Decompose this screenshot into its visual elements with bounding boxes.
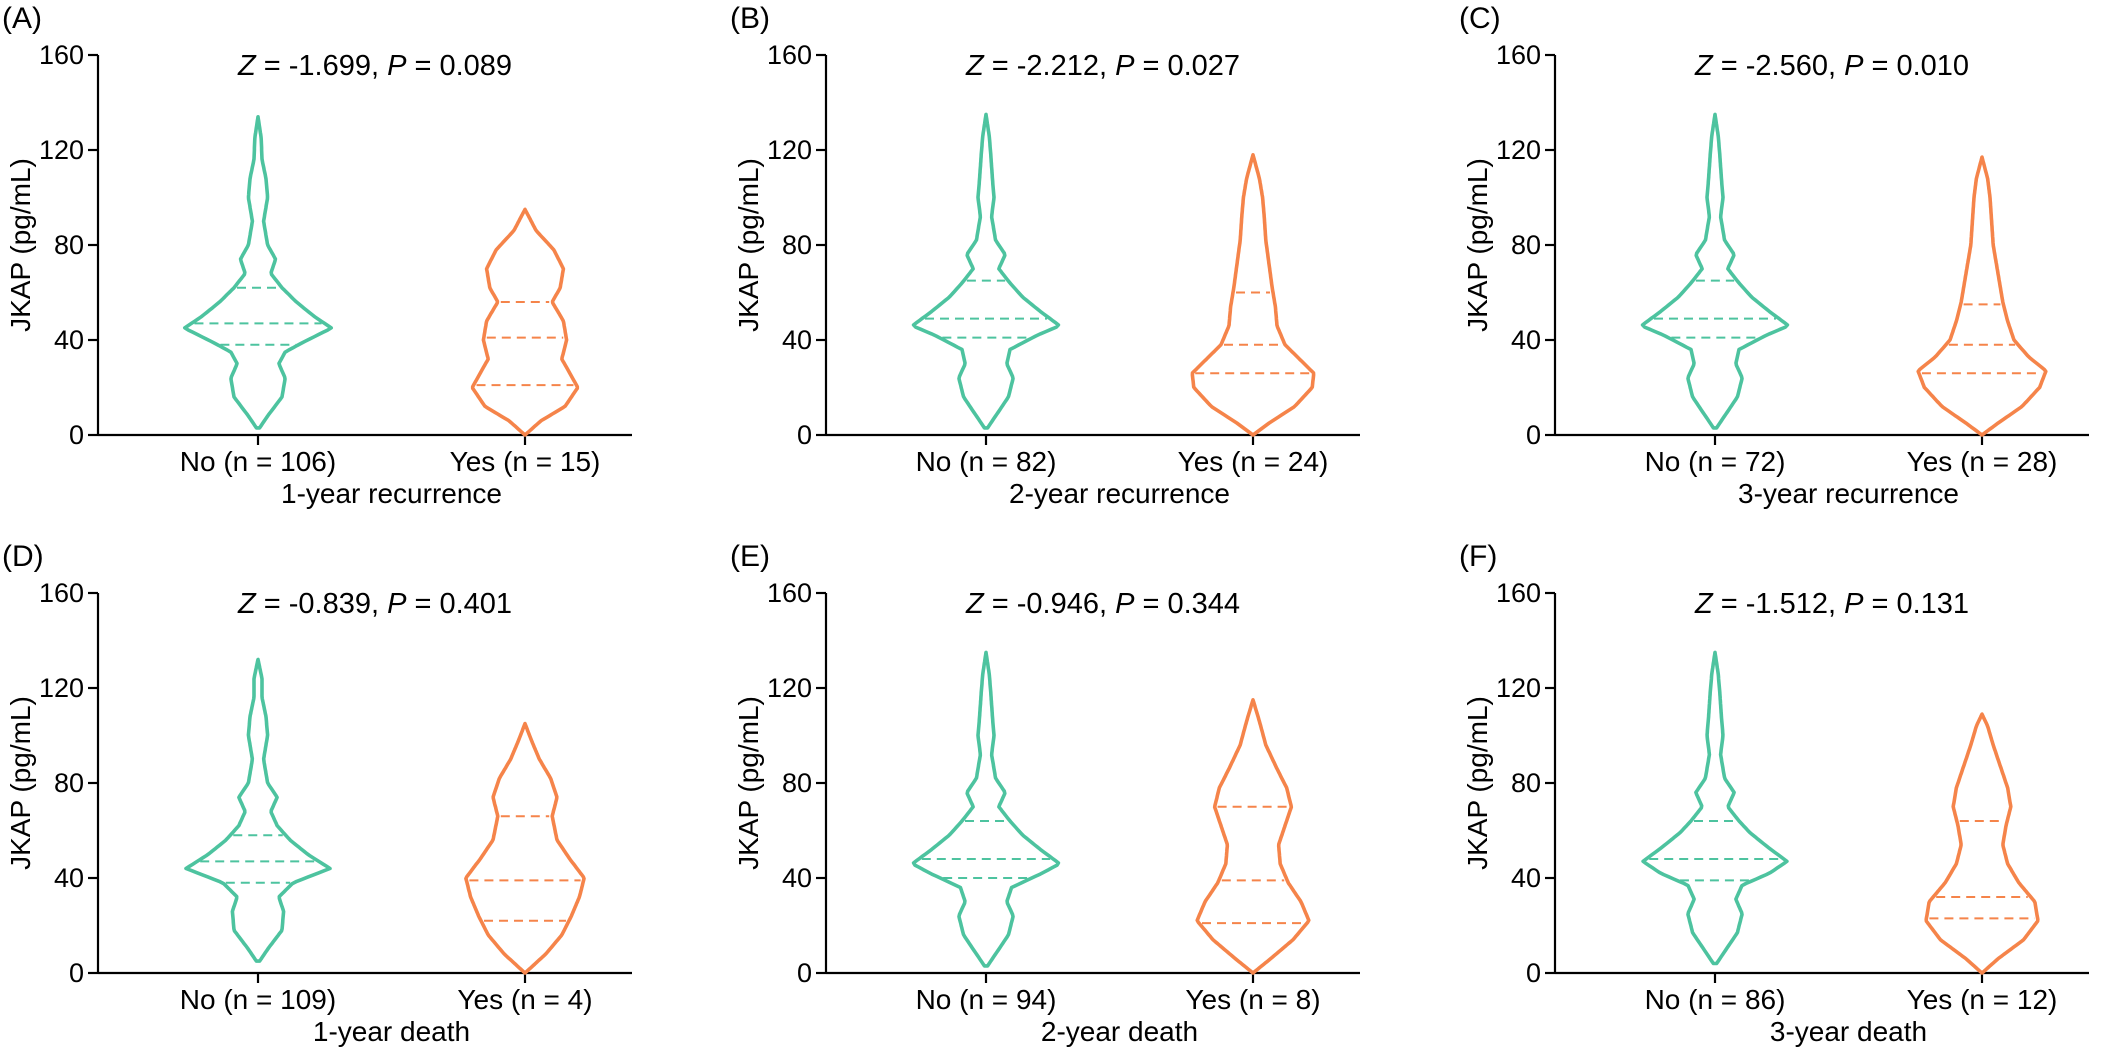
violin-no bbox=[183, 115, 333, 430]
y-tick-label: 160 bbox=[767, 578, 812, 608]
y-axis-label: JKAP (pg/mL) bbox=[5, 696, 36, 870]
violin-yes bbox=[1190, 153, 1316, 437]
x-category-label: Yes (n = 12) bbox=[1907, 984, 2058, 1015]
x-category-label: No (n = 106) bbox=[180, 446, 336, 477]
y-tick-label: 80 bbox=[54, 230, 84, 260]
x-axis-label: 1-year death bbox=[313, 1016, 470, 1047]
y-tick-label: 80 bbox=[1511, 768, 1541, 798]
y-tick-label: 40 bbox=[54, 863, 84, 893]
y-tick-label: 160 bbox=[767, 40, 812, 70]
x-axis-label: 1-year recurrence bbox=[281, 478, 502, 509]
chart-panel: (D) Z = -0.839, P = 0.401 0 40 80 120 160 JKAP … bbox=[2, 540, 632, 1047]
x-category-label: No (n = 94) bbox=[916, 984, 1057, 1015]
x-axis-label: 3-year death bbox=[1770, 1016, 1927, 1047]
y-tick-label: 80 bbox=[54, 768, 84, 798]
panel-label: (C) bbox=[1459, 2, 1501, 35]
y-axis-label: JKAP (pg/mL) bbox=[1462, 696, 1493, 870]
x-category-label: Yes (n = 4) bbox=[457, 984, 592, 1015]
y-tick-label: 80 bbox=[1511, 230, 1541, 260]
y-tick-label: 0 bbox=[69, 958, 84, 988]
violin-no bbox=[911, 112, 1061, 430]
y-tick-label: 160 bbox=[1496, 578, 1541, 608]
y-tick-label: 80 bbox=[782, 230, 812, 260]
y-tick-label: 40 bbox=[1511, 325, 1541, 355]
x-category-label: Yes (n = 24) bbox=[1178, 446, 1329, 477]
violin-yes bbox=[1195, 698, 1311, 975]
chart-panel: (B) Z = -2.212, P = 0.027 0 40 80 120 160 JKAP … bbox=[730, 2, 1360, 509]
violin-yes bbox=[1916, 155, 2048, 437]
violin-yes bbox=[464, 721, 586, 975]
y-axis-label: JKAP (pg/mL) bbox=[733, 696, 764, 870]
y-tick-label: 120 bbox=[1496, 673, 1541, 703]
violin-no bbox=[911, 650, 1061, 968]
y-tick-label: 0 bbox=[797, 958, 812, 988]
x-category-label: Yes (n = 28) bbox=[1907, 446, 2058, 477]
y-tick-label: 40 bbox=[782, 863, 812, 893]
violin-no bbox=[184, 657, 332, 963]
stat-annotation: Z = -0.839, P = 0.401 bbox=[237, 588, 512, 620]
x-axis-label: 3-year recurrence bbox=[1738, 478, 1959, 509]
stat-annotation: Z = -1.699, P = 0.089 bbox=[237, 50, 512, 82]
y-tick-label: 0 bbox=[1526, 958, 1541, 988]
y-tick-label: 120 bbox=[1496, 135, 1541, 165]
panel-label: (D) bbox=[2, 540, 44, 573]
x-category-label: Yes (n = 8) bbox=[1185, 984, 1320, 1015]
panel-label: (A) bbox=[2, 2, 42, 35]
x-category-label: No (n = 109) bbox=[180, 984, 336, 1015]
y-axis-label: JKAP (pg/mL) bbox=[1462, 158, 1493, 332]
x-category-label: No (n = 72) bbox=[1645, 446, 1786, 477]
stat-annotation: Z = -2.212, P = 0.027 bbox=[965, 50, 1240, 82]
panel-label: (B) bbox=[730, 2, 770, 35]
y-tick-label: 40 bbox=[54, 325, 84, 355]
y-tick-label: 0 bbox=[797, 420, 812, 450]
y-tick-label: 120 bbox=[767, 673, 812, 703]
chart-panel: (A) Z = -1.699, P = 0.089 0 40 80 120 160 JKAP … bbox=[2, 2, 632, 509]
y-tick-label: 160 bbox=[39, 40, 84, 70]
panel-label: (E) bbox=[730, 540, 770, 573]
chart-panel: (E) Z = -0.946, P = 0.344 0 40 80 120 160 JKAP … bbox=[730, 540, 1360, 1047]
stat-annotation: Z = -2.560, P = 0.010 bbox=[1694, 50, 1969, 82]
violin-no bbox=[1641, 650, 1789, 966]
stat-annotation: Z = -0.946, P = 0.344 bbox=[965, 588, 1240, 620]
chart-panel: (F) Z = -1.512, P = 0.131 0 40 80 120 160 JKAP … bbox=[1459, 540, 2089, 1047]
x-category-label: Yes (n = 15) bbox=[450, 446, 601, 477]
violin-yes bbox=[470, 207, 580, 437]
y-axis-label: JKAP (pg/mL) bbox=[5, 158, 36, 332]
y-tick-label: 120 bbox=[39, 135, 84, 165]
violin-no bbox=[1640, 112, 1790, 430]
x-category-label: No (n = 86) bbox=[1645, 984, 1786, 1015]
y-tick-label: 120 bbox=[39, 673, 84, 703]
chart-panel: (C) Z = -2.560, P = 0.010 0 40 80 120 160 JKAP … bbox=[1459, 2, 2089, 509]
stat-annotation: Z = -1.512, P = 0.131 bbox=[1694, 588, 1969, 620]
y-axis-label: JKAP (pg/mL) bbox=[733, 158, 764, 332]
y-tick-label: 0 bbox=[1526, 420, 1541, 450]
x-axis-label: 2-year death bbox=[1041, 1016, 1198, 1047]
x-axis-label: 2-year recurrence bbox=[1009, 478, 1230, 509]
violin-yes bbox=[1924, 712, 2040, 975]
x-category-label: No (n = 82) bbox=[916, 446, 1057, 477]
y-tick-label: 0 bbox=[69, 420, 84, 450]
y-tick-label: 40 bbox=[782, 325, 812, 355]
y-tick-label: 40 bbox=[1511, 863, 1541, 893]
y-tick-label: 80 bbox=[782, 768, 812, 798]
y-tick-label: 120 bbox=[767, 135, 812, 165]
y-tick-label: 160 bbox=[1496, 40, 1541, 70]
panel-label: (F) bbox=[1459, 540, 1497, 573]
y-tick-label: 160 bbox=[39, 578, 84, 608]
